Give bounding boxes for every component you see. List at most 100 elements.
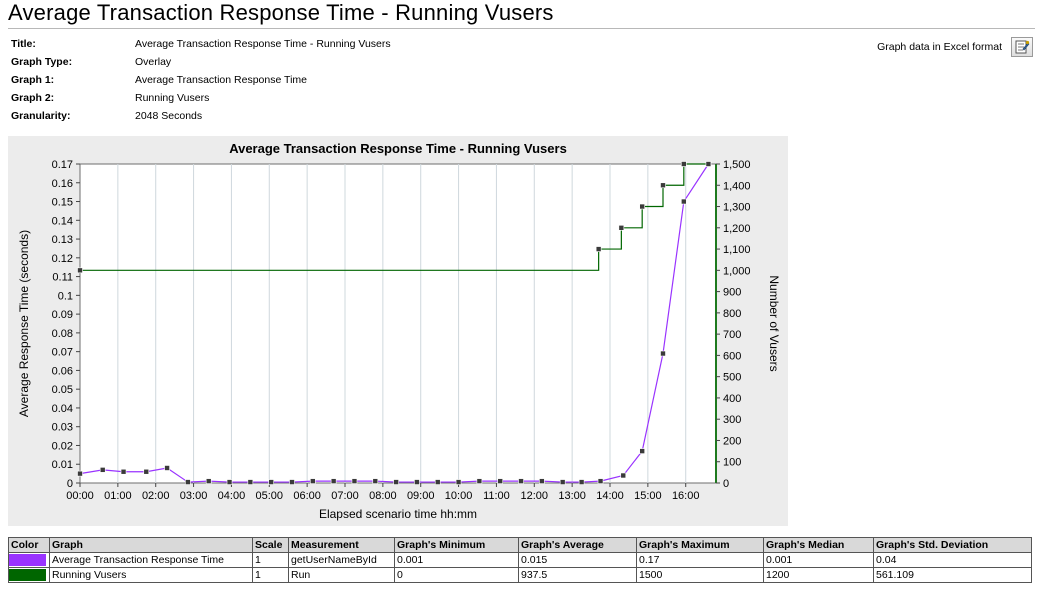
x-tick-label: 13:00 xyxy=(558,490,586,502)
col-header: Graph's Std. Deviation xyxy=(873,537,1032,553)
y-tick-label: 0.15 xyxy=(52,197,73,209)
y-tick-label: 0 xyxy=(67,478,73,490)
info-label: Granularity: xyxy=(11,110,71,122)
y2-tick-label: 800 xyxy=(723,308,741,320)
data-point xyxy=(620,472,627,479)
data-point xyxy=(559,479,566,485)
y2-tick-label: 1,100 xyxy=(723,244,751,256)
data-point xyxy=(185,479,191,485)
info-value: Running Vusers xyxy=(135,92,210,104)
y-axis-label: Average Response Time (seconds) xyxy=(17,230,31,417)
measurement-cell: getUserNameById xyxy=(288,552,395,568)
average-cell: 937.5 xyxy=(518,567,637,583)
col-header: Color xyxy=(8,537,50,553)
minimum-cell: 0.001 xyxy=(394,552,519,568)
data-point xyxy=(289,479,295,485)
data-point xyxy=(476,478,483,484)
y-tick-label: 0.08 xyxy=(52,328,73,340)
y2-tick-label: 1,300 xyxy=(723,202,751,214)
maximum-cell: 0.17 xyxy=(636,552,764,568)
data-point xyxy=(639,203,645,210)
y2-tick-label: 400 xyxy=(723,393,741,405)
page-title: Average Transaction Response Time - Runn… xyxy=(8,0,554,25)
y-tick-label: 0.1 xyxy=(58,290,73,302)
x-tick-label: 12:00 xyxy=(521,490,549,502)
y2-tick-label: 700 xyxy=(723,329,741,341)
y-tick-label: 0.02 xyxy=(52,440,73,452)
col-header: Graph's Maximum xyxy=(636,537,764,553)
std-deviation-cell: 561.109 xyxy=(873,567,1032,583)
excel-export-label[interactable]: Graph data in Excel format xyxy=(877,41,1002,53)
x-tick-label: 14:00 xyxy=(596,490,624,502)
color-swatch xyxy=(9,554,46,566)
x-tick-label: 06:00 xyxy=(293,490,321,502)
info-label: Graph 1: xyxy=(11,74,55,86)
y2-tick-label: 1,200 xyxy=(723,223,751,235)
data-point xyxy=(660,182,666,189)
x-tick-label: 00:00 xyxy=(66,490,94,502)
data-point xyxy=(226,479,233,485)
data-point xyxy=(143,468,150,475)
y-tick-label: 0.04 xyxy=(52,403,73,415)
data-point xyxy=(351,478,358,484)
y2-tick-label: 1,000 xyxy=(723,265,751,277)
y2-tick-label: 300 xyxy=(723,414,741,426)
x-tick-label: 01:00 xyxy=(104,490,132,502)
std-deviation-cell: 0.04 xyxy=(873,552,1032,568)
data-point xyxy=(660,350,666,357)
col-header: Graph's Minimum xyxy=(394,537,519,553)
y2-tick-label: 0 xyxy=(723,478,729,490)
x-tick-label: 11:00 xyxy=(483,490,510,502)
scale-cell: 1 xyxy=(252,567,289,583)
excel-export-icon[interactable] xyxy=(1011,37,1033,57)
y-tick-label: 0.17 xyxy=(52,159,73,171)
x-tick-label: 09:00 xyxy=(407,490,435,502)
color-cell xyxy=(8,567,50,583)
y2-tick-label: 100 xyxy=(723,457,741,469)
data-point xyxy=(247,479,254,485)
y-tick-label: 0.13 xyxy=(52,234,73,246)
legend-table: Color Graph Scale Measurement Graph's Mi… xyxy=(8,537,1032,583)
data-point xyxy=(310,478,316,484)
median-cell: 1200 xyxy=(763,567,874,583)
x-tick-label: 08:00 xyxy=(369,490,397,502)
col-header: Graph's Median xyxy=(763,537,874,553)
x-tick-label: 07:00 xyxy=(331,490,359,502)
graph-cell: Average Transaction Response Time xyxy=(49,552,253,568)
y-tick-label: 0.07 xyxy=(52,347,73,359)
y2-tick-label: 600 xyxy=(723,350,741,362)
y2-tick-label: 200 xyxy=(723,435,741,447)
x-tick-label: 02:00 xyxy=(142,490,170,502)
info-value: 2048 Seconds xyxy=(135,110,203,122)
y-tick-label: 0.11 xyxy=(52,272,73,284)
y2-tick-label: 1,500 xyxy=(723,159,751,171)
data-point xyxy=(497,478,504,484)
y-tick-label: 0.06 xyxy=(52,365,73,377)
data-point xyxy=(681,198,687,205)
y-tick-label: 0.09 xyxy=(52,309,73,321)
y-tick-label: 0.12 xyxy=(52,253,73,265)
data-point xyxy=(77,267,83,274)
x-tick-label: 03:00 xyxy=(180,490,208,502)
data-point xyxy=(164,465,170,471)
overlay-chart: Average Transaction Response Time - Runn… xyxy=(17,141,781,521)
median-cell: 0.001 xyxy=(763,552,874,568)
x-axis-label: Elapsed scenario time hh:mm xyxy=(319,507,477,521)
col-header: Scale xyxy=(252,537,289,553)
data-point xyxy=(518,478,524,484)
data-point xyxy=(681,161,687,167)
series-line xyxy=(80,163,709,271)
data-point xyxy=(393,479,399,485)
excel-export: Graph data in Excel format xyxy=(877,37,1033,57)
info-value: Average Transaction Response Time xyxy=(135,74,307,86)
maximum-cell: 1500 xyxy=(636,567,764,583)
y-tick-label: 0.05 xyxy=(52,384,73,396)
info-label: Graph 2: xyxy=(11,92,55,104)
data-point xyxy=(705,161,712,167)
measurement-cell: Run xyxy=(288,567,395,583)
y-tick-label: 0.16 xyxy=(52,178,73,190)
info-label: Title: xyxy=(11,38,36,50)
data-point xyxy=(595,246,602,252)
legend-row: Running Vusers 1 Run 0 937.5 1500 1200 5… xyxy=(8,567,1032,583)
y2-tick-label: 900 xyxy=(723,287,741,299)
